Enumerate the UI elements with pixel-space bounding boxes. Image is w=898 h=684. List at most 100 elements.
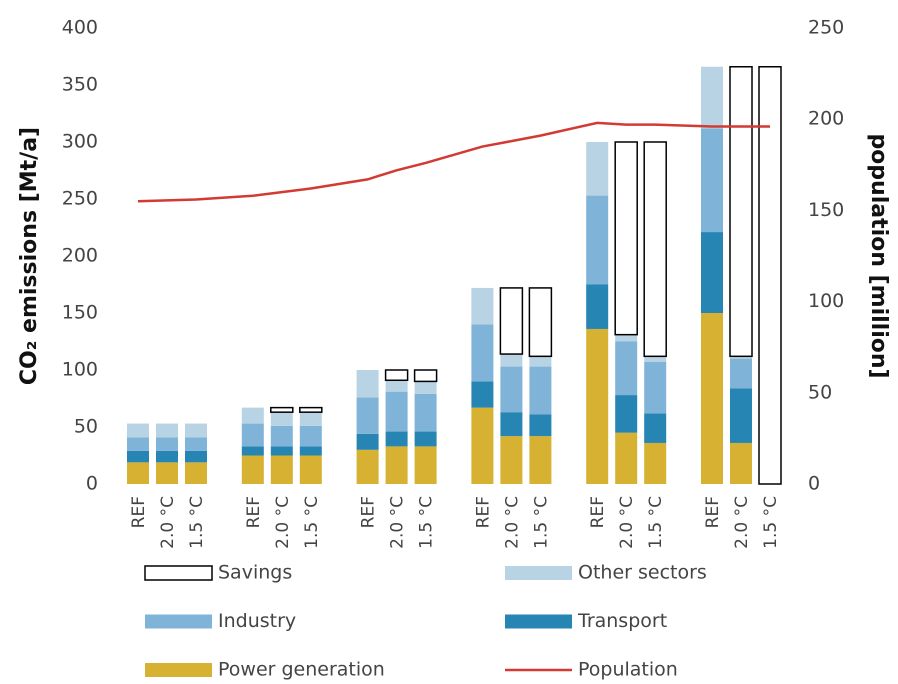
bar-segment	[270, 455, 293, 484]
bar-segment	[500, 354, 523, 367]
bar-segment	[385, 380, 408, 392]
bar-segment	[156, 423, 178, 438]
x-tick-label: 1.5 °C	[187, 496, 207, 549]
bar-segment	[356, 433, 379, 450]
x-tick-label: 2.0 °C	[388, 496, 408, 549]
bar-segment	[529, 414, 552, 437]
bar-segment	[701, 232, 723, 313]
bar-segment	[615, 432, 638, 484]
bar-segment	[385, 446, 408, 484]
bar-segment	[299, 455, 322, 484]
bar-segment	[270, 406, 294, 413]
legend-label: Savings	[218, 562, 292, 584]
bar-segment	[356, 397, 379, 434]
bar-segment	[127, 423, 149, 438]
x-tick-label: REF	[473, 496, 493, 528]
bar-segment	[241, 423, 264, 447]
population-line	[137, 121, 770, 203]
y2-tick-label: 50	[808, 381, 832, 403]
y-tick-label: 300	[62, 131, 98, 153]
bar-segment	[644, 442, 667, 484]
bar-segment	[586, 328, 609, 484]
x-tick-label: REF	[244, 496, 264, 528]
bar-segment	[414, 431, 437, 447]
bar-segment	[644, 362, 667, 414]
bar-segment	[614, 141, 638, 336]
bar-segment	[730, 442, 752, 484]
bar-segment	[529, 436, 552, 484]
x-tick-label: 1.5 °C	[646, 496, 666, 549]
y-axis-label: CO₂ emissions [Mt/a]	[17, 127, 42, 385]
legend-label: Transport	[577, 610, 667, 632]
bar-segment	[615, 334, 638, 342]
x-tick-label: REF	[588, 496, 608, 528]
bar-segment	[529, 356, 552, 367]
legend-label: Other sectors	[578, 562, 707, 584]
y2-tick-label: 100	[808, 290, 844, 312]
x-tick-label: 1.5 °C	[761, 496, 781, 549]
y2-tick-label: 0	[808, 473, 820, 495]
bar-segment	[241, 446, 264, 456]
bar-segment	[701, 66, 723, 129]
legend-label: Power generation	[218, 659, 385, 681]
bar-segment	[385, 431, 408, 447]
bar-segment	[471, 287, 494, 325]
legend-label: Industry	[218, 610, 296, 632]
y2-axis-label: population [million]	[866, 133, 891, 378]
bar-segment	[528, 287, 553, 358]
x-tick-label: 1.5 °C	[417, 496, 437, 549]
legend-swatch	[144, 565, 213, 581]
bar-segment	[185, 437, 207, 451]
bar-segment	[385, 391, 408, 432]
y2-tick-label: 200	[808, 108, 844, 130]
legend-swatch	[505, 566, 572, 580]
bar-segment	[643, 141, 667, 358]
bar-segment	[356, 449, 379, 484]
bar-segment	[384, 369, 409, 382]
bar-segment	[413, 369, 438, 383]
bar-segment	[127, 437, 149, 451]
bar-segment	[730, 388, 752, 443]
bar-segment	[730, 358, 752, 389]
bar-segment	[156, 437, 178, 451]
legend-label: Population	[578, 659, 678, 681]
bar-segment	[471, 324, 494, 382]
x-tick-label: 2.0 °C	[502, 496, 522, 549]
bar-segment	[729, 66, 753, 358]
y-tick-label: 0	[86, 473, 98, 495]
bar-segment	[500, 412, 523, 437]
bar-segment	[644, 356, 667, 363]
bar-segment	[299, 425, 322, 447]
x-tick-label: REF	[703, 496, 723, 528]
bar-segment	[270, 425, 293, 447]
bar-segment	[586, 284, 609, 329]
bar-segment	[299, 406, 323, 413]
legend-swatch	[145, 614, 212, 629]
bar-segment	[241, 455, 264, 484]
bar-segment	[156, 450, 178, 463]
bar-segment	[471, 407, 494, 484]
bar-segment	[586, 142, 609, 196]
y-tick-label: 150	[62, 302, 98, 324]
y-tick-label: 100	[62, 359, 98, 381]
bar-segment	[414, 446, 437, 484]
x-tick-label: REF	[359, 496, 379, 528]
bar-segment	[758, 66, 782, 485]
x-tick-label: 2.0 °C	[732, 496, 752, 549]
legend-swatch	[505, 614, 572, 629]
bar-segment	[615, 395, 638, 433]
x-tick-label: 2.0 °C	[617, 496, 637, 549]
bar-segment	[730, 356, 752, 359]
bar-segment	[127, 450, 149, 463]
bar-segment	[615, 341, 638, 396]
bar-segment	[586, 195, 609, 285]
x-tick-label: 2.0 °C	[158, 496, 178, 549]
bar-segment	[529, 366, 552, 415]
y2-tick-label: 250	[808, 17, 844, 39]
bar-segment	[185, 462, 207, 484]
x-tick-label: 1.5 °C	[302, 496, 322, 549]
bar-segment	[299, 412, 322, 426]
bar-segment	[185, 450, 207, 463]
x-tick-label: 2.0 °C	[273, 496, 293, 549]
